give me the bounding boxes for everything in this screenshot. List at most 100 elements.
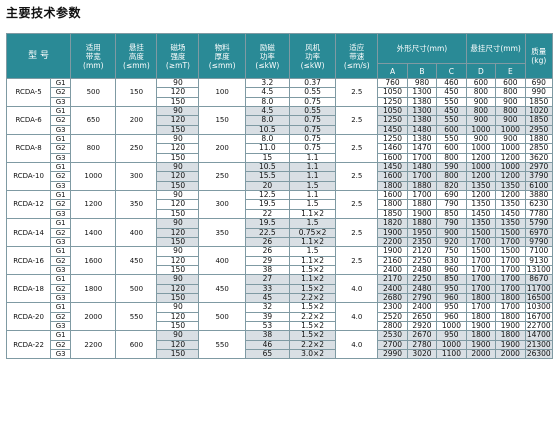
header-belt-speed-unit: (≤m/s) <box>343 60 370 70</box>
dim-c-cell: 800 <box>436 171 467 182</box>
dim-a-cell: 2520 <box>377 311 408 322</box>
table-row: G3 150 20 1.5 1800 1880 820 1350 1350 6100 <box>7 180 554 192</box>
dim-c-cell: 460 <box>436 77 467 89</box>
dim-b-cell: 2920 <box>406 320 438 332</box>
dim-c-cell: 590 <box>436 162 467 173</box>
field-strength-cell: 120 <box>156 339 200 350</box>
fan-power-cell: 0.37 <box>288 77 337 89</box>
field-strength-cell: 90 <box>156 134 200 145</box>
dim-e-cell: 800 <box>495 87 526 98</box>
weight-cell: 16500 <box>524 292 554 304</box>
header-weight-unit: (kg) <box>531 56 547 65</box>
dim-c-cell: 850 <box>436 274 467 285</box>
dim-c-cell: 950 <box>436 283 467 294</box>
dim-d-cell: 1450 <box>465 208 497 220</box>
dim-e-cell: 1700 <box>495 264 526 276</box>
field-strength-cell: 120 <box>156 199 200 210</box>
belt-width-cell: 1200 <box>70 190 117 220</box>
dim-a-cell: 1250 <box>377 115 408 126</box>
grade-label: G1 <box>50 274 72 285</box>
grade-label: G2 <box>50 311 72 322</box>
table-row: G3 150 22 1.1×2 1850 1900 850 1450 1450 7780 <box>7 208 554 220</box>
table-row: RCDA-22 G1 2200 600 90 550 38 1.5×2 4.0 2530 2670 9… <box>5 330 554 360</box>
fan-power-cell: 3.0×2 <box>288 348 337 360</box>
hang-height-cell: 450 <box>115 246 158 276</box>
header-belt-width-l2: 带宽 <box>85 51 101 61</box>
hang-height-cell: 150 <box>115 77 158 108</box>
dim-d-cell: 1200 <box>465 152 497 164</box>
excite-power-cell: 15 <box>244 152 290 164</box>
excite-power-cell: 4.5 <box>244 87 290 98</box>
dim-e-cell: 2000 <box>495 348 526 360</box>
grade-label: G3 <box>50 264 72 276</box>
dim-a-cell: 760 <box>377 77 408 89</box>
dim-a-cell: 1450 <box>377 162 408 173</box>
dim-c-cell: 690 <box>436 190 467 201</box>
belt-speed-cell: 4.0 <box>335 274 379 304</box>
belt-speed-cell: 2.5 <box>335 77 379 108</box>
belt-width-cell: 2200 <box>70 330 117 360</box>
dim-e-cell: 1700 <box>495 283 526 294</box>
header-dim-d: D <box>465 63 497 79</box>
belt-width-cell: 1400 <box>70 218 117 248</box>
header-hang-height: 悬挂 高度 (≤mm) <box>115 33 158 79</box>
dim-b-cell: 1700 <box>406 152 438 164</box>
dim-d-cell: 1800 <box>465 311 497 322</box>
weight-cell: 13100 <box>524 264 554 276</box>
excite-power-cell: 65 <box>244 348 290 360</box>
weight-cell: 16700 <box>524 311 554 322</box>
header-fan-power-unit: (≤kW) <box>300 60 325 70</box>
spec-table-wrapper: 型 号 适用 带宽 (mm) 悬挂 高度 (≤mm) 磁场 强度 (≥mT) 物… <box>5 33 554 360</box>
dim-e-cell: 1900 <box>495 320 526 332</box>
table-row: G3 150 38 1.5×2 2400 2480 960 1700 1700 13100 <box>7 264 554 276</box>
grade-label: G3 <box>50 208 72 220</box>
grade-label: G3 <box>50 96 72 108</box>
fan-power-cell: 0.75 <box>288 134 337 145</box>
excite-power-cell: 45 <box>244 292 290 304</box>
header-excite-power-l1: 励磁 <box>259 42 275 52</box>
weight-cell: 2950 <box>524 124 554 136</box>
grade-label: G1 <box>50 77 72 89</box>
table-row: RCDA-8 G1 800 250 90 200 8.0 0.75 2.5 1250 1380 550… <box>5 134 554 164</box>
dim-c-cell: 550 <box>436 134 467 145</box>
belt-speed-cell: 2.5 <box>335 218 379 248</box>
dim-a-cell: 2160 <box>377 255 408 266</box>
table-row: G2 120 33 1.5×2 2400 2480 950 1700 1700 11700 <box>7 283 554 294</box>
table-row: RCDA-14 G1 1400 400 90 350 19.5 1.5 2.5 1820 1880 7… <box>5 218 554 248</box>
dim-a-cell: 2170 <box>377 274 408 285</box>
dim-b-cell: 2480 <box>406 264 438 276</box>
excite-power-cell: 11.0 <box>244 143 290 154</box>
model-name: RCDA-8 <box>5 134 52 164</box>
hang-height-cell: 350 <box>115 190 158 220</box>
dim-a-cell: 2680 <box>377 292 408 304</box>
dim-e-cell: 1500 <box>495 227 526 238</box>
belt-width-cell: 1000 <box>70 162 117 192</box>
header-dim-c: C <box>436 63 467 79</box>
grade-label: G2 <box>50 87 72 98</box>
dim-d-cell: 1000 <box>465 143 497 154</box>
excite-power-cell: 26 <box>244 246 290 257</box>
dim-d-cell: 1350 <box>465 199 497 210</box>
dim-c-cell: 950 <box>436 330 467 341</box>
material-thickness-cell: 500 <box>198 302 246 332</box>
dim-a-cell: 1050 <box>377 106 408 117</box>
dim-d-cell: 800 <box>465 106 497 117</box>
excite-power-cell: 19.5 <box>244 218 290 229</box>
dim-d-cell: 2000 <box>465 348 497 360</box>
dim-d-cell: 1500 <box>465 246 497 257</box>
field-strength-cell: 90 <box>156 162 200 173</box>
dim-a-cell: 1850 <box>377 208 408 220</box>
excite-power-cell: 38 <box>244 264 290 276</box>
header-material-thickness-l2: 厚度 <box>214 51 230 61</box>
dim-b-cell: 2350 <box>406 236 438 248</box>
dim-d-cell: 1700 <box>465 236 497 248</box>
excite-power-cell: 3.2 <box>244 77 290 89</box>
dim-d-cell: 900 <box>465 134 497 145</box>
weight-cell: 1880 <box>524 134 554 145</box>
dim-b-cell: 1380 <box>406 115 438 126</box>
fan-power-cell: 1.5 <box>288 218 337 229</box>
material-thickness-cell: 300 <box>198 190 246 220</box>
table-row: RCDA-20 G1 2000 550 90 500 32 1.5×2 4.0 2300 2400 9… <box>5 302 554 332</box>
dim-b-cell: 2670 <box>406 330 438 341</box>
grade-label: G1 <box>50 218 72 229</box>
